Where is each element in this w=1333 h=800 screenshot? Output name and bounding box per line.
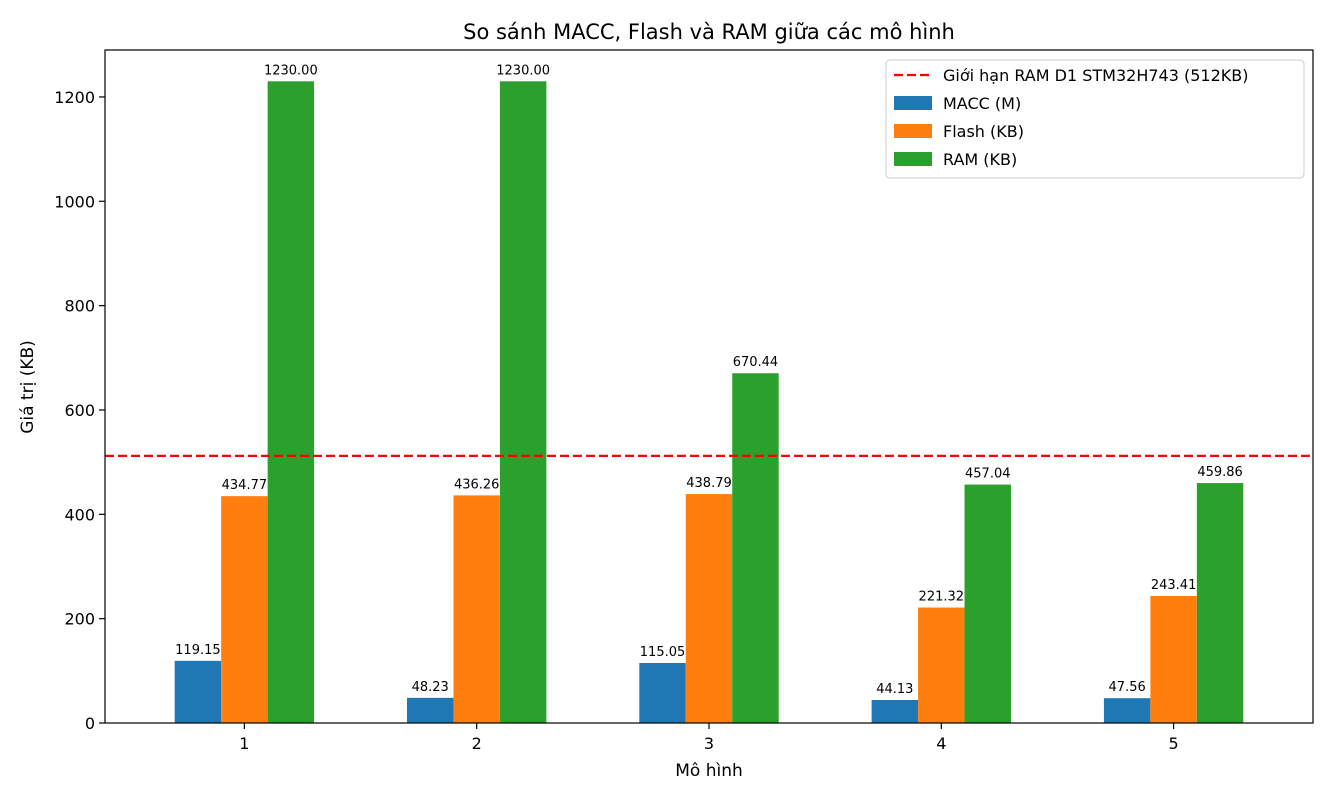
data-label-series0-cat3: 44.13 <box>876 682 913 697</box>
x-tick-label: 3 <box>704 734 714 753</box>
y-tick-label: 1200 <box>54 88 95 107</box>
bar-series2-cat1 <box>499 81 547 724</box>
legend-box <box>885 59 1305 179</box>
bar-series0-cat4 <box>1103 698 1151 723</box>
bar-series1-cat2 <box>685 494 733 723</box>
legend-swatch-series2 <box>894 152 932 166</box>
y-tick-label: 800 <box>64 297 95 316</box>
bar-series0-cat1 <box>407 697 454 723</box>
legend: Giới hạn RAM D1 STM32H743 (512KB) MACC (M… <box>885 59 1305 179</box>
x-tick-label: 2 <box>472 734 482 753</box>
data-label-series0-cat4: 47.56 <box>1109 680 1146 695</box>
chart-title: So sánh MACC, Flash và RAM giữa các mô h… <box>463 20 955 44</box>
data-label-series1-cat3: 221.32 <box>919 590 965 605</box>
x-tick-label: 4 <box>936 734 946 753</box>
data-labels-group: 119.15 48.23 115.05 44.13 47.56 434.77 436.26 4… <box>175 63 1243 697</box>
bar-series0-cat3 <box>871 699 919 723</box>
x-tick-label: 1 <box>239 734 249 753</box>
data-label-series2-cat2: 670.44 <box>733 355 779 370</box>
data-label-series0-cat1: 48.23 <box>412 680 449 695</box>
y-tick-label: 200 <box>64 610 95 629</box>
bar-series1-cat4 <box>1150 596 1197 723</box>
legend-label-series2: RAM (KB) <box>943 150 1017 169</box>
bar-series2-cat4 <box>1196 483 1244 723</box>
y-axis-label: Giá trị (KB) <box>18 340 38 434</box>
y-tick-label: 400 <box>64 505 95 524</box>
y-tick-label: 600 <box>64 401 95 420</box>
bar-series1-cat3 <box>918 607 965 723</box>
bar-series0-cat2 <box>639 662 686 723</box>
legend-swatch-series1 <box>894 124 932 138</box>
legend-label-series0: MACC (M) <box>943 94 1021 113</box>
data-label-series2-cat0: 1230.00 <box>264 63 318 78</box>
y-tick-label: 0 <box>85 714 95 733</box>
data-label-series0-cat2: 115.05 <box>640 645 686 660</box>
axes-group: 0 200 400 600 800 1000 1200 1 2 3 4 5 <box>54 49 1314 753</box>
bar-series1-cat0 <box>221 496 268 723</box>
y-tick-label: 1000 <box>54 192 95 211</box>
bar-series1-cat1 <box>453 495 500 723</box>
data-label-series0-cat0: 119.15 <box>175 643 221 658</box>
bar-series0-cat0 <box>174 660 222 723</box>
data-label-series1-cat0: 434.77 <box>222 478 268 493</box>
data-label-series1-cat2: 438.79 <box>686 476 732 491</box>
bars-group <box>174 81 1244 724</box>
bar-series2-cat2 <box>732 373 779 723</box>
data-label-series2-cat3: 457.04 <box>965 467 1011 482</box>
data-label-series2-cat4: 459.86 <box>1197 465 1243 480</box>
x-axis-label: Mô hình <box>675 761 743 781</box>
legend-ram-limit-label: Giới hạn RAM D1 STM32H743 (512KB) <box>943 66 1248 85</box>
legend-label-series1: Flash (KB) <box>943 122 1024 141</box>
legend-swatch-series0 <box>894 96 932 110</box>
bar-series2-cat3 <box>964 484 1011 723</box>
data-label-series1-cat4: 243.41 <box>1151 578 1197 593</box>
bar-series2-cat0 <box>267 81 315 724</box>
x-tick-label: 5 <box>1169 734 1179 753</box>
data-label-series2-cat1: 1230.00 <box>496 63 550 78</box>
data-label-series1-cat1: 436.26 <box>454 477 500 492</box>
